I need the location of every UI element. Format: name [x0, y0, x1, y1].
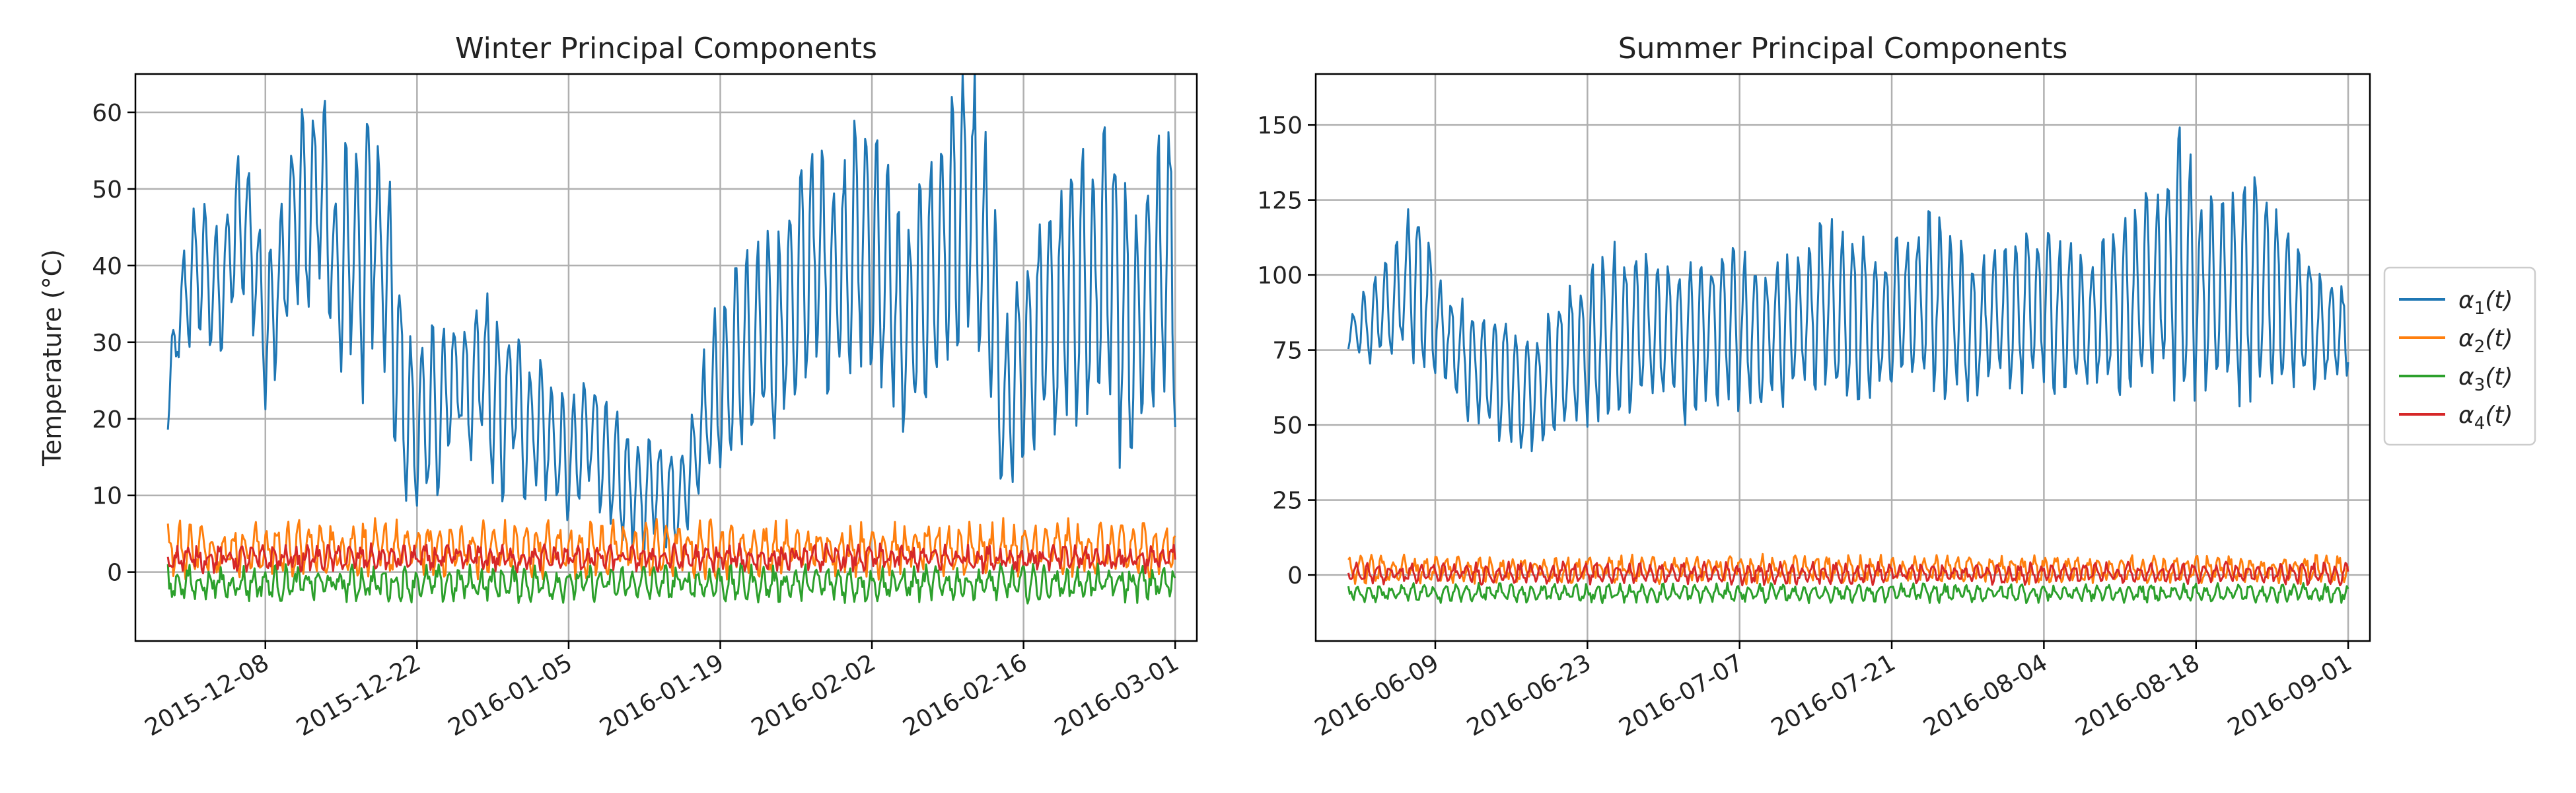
- summer-series-alpha1: [1347, 126, 2349, 453]
- summer-y-tick-label: 100: [1257, 262, 1303, 289]
- winter-y-tick-label: 60: [92, 100, 122, 127]
- legend-subscript: 2: [2474, 337, 2486, 357]
- legend-label-alpha3: α3(t): [2458, 363, 2513, 395]
- legend-label-alpha1: α1(t): [2458, 287, 2513, 319]
- summer-chart-title: Summer Principal Components: [1618, 32, 2068, 65]
- winter-series-alpha1: [166, 74, 1176, 550]
- winter-x-tick-label: 2016-02-02: [747, 649, 880, 741]
- legend-box: [2383, 266, 2536, 446]
- summer-y-tick-label: 0: [1287, 562, 1303, 589]
- legend-suffix: (t): [2485, 287, 2513, 314]
- legend-subscript: 4: [2474, 414, 2486, 434]
- legend-alpha-symbol: α: [2458, 325, 2474, 352]
- winter-chart-title: Winter Principal Components: [455, 32, 877, 65]
- summer-y-tick-label: 25: [1272, 488, 1303, 515]
- summer-x-tick-label: 2016-07-21: [1767, 649, 1900, 741]
- summer-x-tick-label: 2016-08-04: [1919, 649, 2052, 741]
- winter-y-tick-label: 40: [92, 253, 122, 280]
- summer-axes-frame: [1314, 73, 2371, 642]
- winter-x-tick-label: 2016-02-16: [898, 649, 1032, 741]
- winter-series-alpha3: [166, 562, 1176, 605]
- summer-x-tick-label: 2016-07-07: [1615, 649, 1748, 741]
- legend-label-alpha2: α2(t): [2458, 325, 2513, 357]
- winter-x-tick-label: 2016-01-19: [595, 649, 729, 741]
- winter-series-alpha4: [166, 542, 1176, 575]
- winter-x-tick-label: 2015-12-22: [292, 649, 425, 741]
- winter-x-tick-label: 2016-03-01: [1050, 649, 1184, 741]
- summer-series-alpha2: [1347, 552, 2349, 585]
- legend-label-alpha4: α4(t): [2458, 402, 2513, 434]
- summer-x-tick-label: 2016-08-18: [2071, 649, 2205, 741]
- winter-axes-frame: [134, 73, 1198, 642]
- summer-y-tick-label: 125: [1257, 188, 1303, 215]
- summer-x-tick-label: 2016-06-23: [1462, 649, 1596, 741]
- winter-y-tick-label: 30: [92, 330, 122, 357]
- summer-y-tick-label: 50: [1272, 412, 1303, 439]
- summer-y-tick-label: 150: [1257, 112, 1303, 139]
- winter-y-tick-label: 0: [107, 560, 122, 587]
- winter-y-tick-label: 50: [92, 176, 122, 204]
- legend-suffix: (t): [2485, 325, 2513, 352]
- winter-y-tick-label: 20: [92, 406, 122, 434]
- summer-x-tick-label: 2016-09-01: [2223, 649, 2357, 741]
- summer-y-tick-label: 75: [1272, 338, 1303, 365]
- legend-alpha-symbol: α: [2458, 287, 2474, 314]
- legend-suffix: (t): [2485, 402, 2513, 429]
- summer-series-alpha3: [1347, 582, 2349, 605]
- winter-y-tick-label: 10: [92, 483, 122, 510]
- legend: α1(t)α2(t)α3(t)α4(t): [2383, 266, 2536, 446]
- winter-x-tick-label: 2015-12-08: [141, 649, 274, 741]
- summer-series-alpha4: [1347, 560, 2349, 587]
- summer-x-tick-label: 2016-06-09: [1310, 649, 1444, 741]
- legend-subscript: 1: [2474, 299, 2486, 319]
- winter-x-tick-label: 2016-01-05: [444, 649, 577, 741]
- legend-alpha-symbol: α: [2458, 363, 2474, 391]
- winter-y-axis-label: Temperature (°C): [38, 249, 67, 467]
- legend-subscript: 3: [2474, 375, 2486, 395]
- legend-alpha-symbol: α: [2458, 402, 2474, 429]
- legend-suffix: (t): [2485, 363, 2513, 391]
